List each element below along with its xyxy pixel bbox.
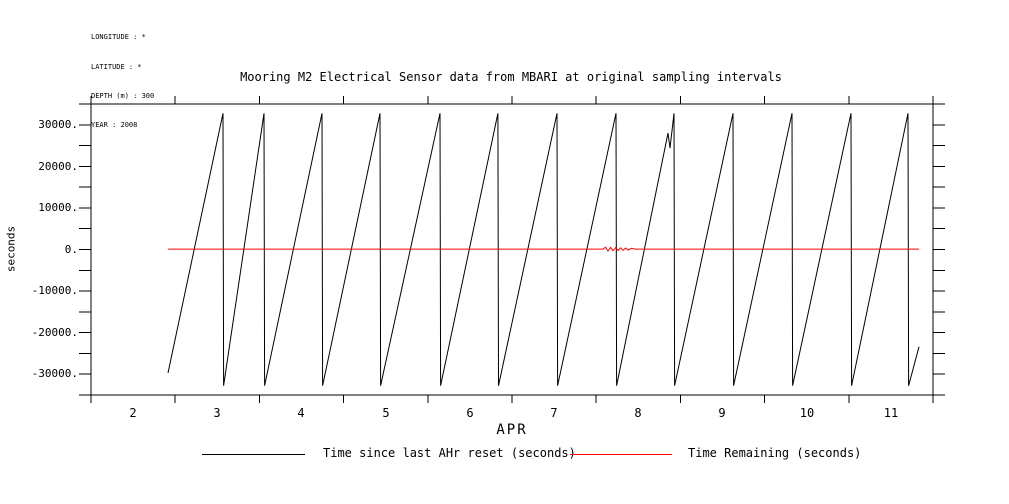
metadata-block: LONGITUDE : * LATITUDE : * DEPTH (m) : 3… (91, 14, 154, 140)
x-tick-label: 6 (466, 406, 474, 420)
y-tick-label: -30000. (31, 367, 78, 380)
x-tick-label: 7 (550, 406, 558, 420)
x-tick-label: 5 (382, 406, 390, 420)
y-tick-label: -10000. (31, 284, 78, 297)
metadata-latitude: LATITUDE : * (91, 62, 142, 71)
chart-title: Mooring M2 Electrical Sensor data from M… (240, 70, 782, 84)
x-axis-label: APR (496, 422, 528, 438)
legend-label-time-remaining: Time Remaining (seconds) (688, 446, 862, 460)
y-tick-label: -20000. (31, 326, 78, 339)
x-tick-label: 9 (718, 406, 726, 420)
metadata-longitude: LONGITUDE : * (91, 33, 146, 42)
x-tick-label: 2 (129, 406, 137, 420)
x-tick-label: 4 (297, 406, 305, 420)
metadata-year: YEAR : 2008 (91, 120, 138, 129)
y-tick-label: 10000. (38, 201, 78, 214)
y-tick-label: 20000. (38, 160, 78, 173)
metadata-depth: DEPTH (m) : 300 (91, 91, 155, 100)
legend-line-time-since-reset (202, 454, 305, 455)
x-tick-label: 10 (799, 406, 815, 420)
y-tick-label: 0. (64, 243, 78, 256)
x-tick-label: 11 (883, 406, 899, 420)
legend-label-time-since-reset: Time since last AHr reset (seconds) (323, 446, 576, 460)
legend-line-time-remaining (570, 454, 672, 455)
x-tick-label: 3 (213, 406, 221, 420)
y-tick-label: 30000. (38, 118, 78, 131)
x-tick-label: 8 (634, 406, 642, 420)
